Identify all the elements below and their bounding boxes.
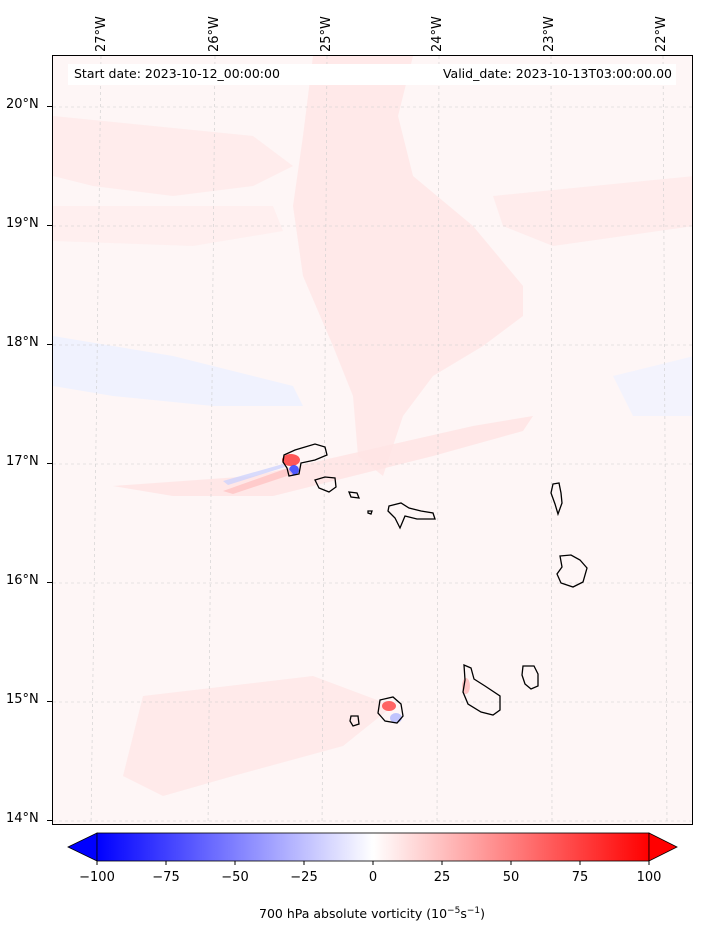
colorbar	[67, 832, 678, 865]
colorbar-tick-label: 50	[502, 870, 520, 885]
lon-label-23w: 23°W	[542, 16, 557, 52]
colorbar-ticks	[96, 861, 650, 865]
islands	[282, 443, 588, 727]
lon-label-27w: 27°W	[94, 16, 109, 52]
colorbar-tick-label: 100	[636, 870, 662, 885]
colorbar-tick-label: 75	[571, 870, 589, 885]
lon-label-25w: 25°W	[319, 16, 334, 52]
lat-label-20n: 20°N	[6, 97, 39, 112]
colorbar-extend-max	[648, 832, 678, 862]
colorbar-tick-label: 0	[368, 870, 378, 885]
colorbar-title-end: )	[480, 906, 486, 922]
colorbar-extend-min	[67, 832, 98, 862]
island-sao-nicolau	[387, 502, 436, 530]
lat-label-19n: 19°N	[6, 216, 39, 231]
island-santo-antao	[282, 443, 328, 477]
start-date-label: Start date: 2023-10-12_00:00:00	[74, 66, 280, 81]
lat-tick	[47, 225, 52, 226]
valid-date-label: Valid_date: 2023-10-13T03:00:00.00	[442, 66, 672, 81]
positive-vorticity-south	[123, 676, 393, 796]
colorbar-tick-label: −50	[221, 870, 249, 885]
vorticity-wake-streak-blue	[223, 464, 285, 485]
vorticity-wake-streak	[223, 468, 293, 494]
negative-vorticity-west	[53, 336, 303, 406]
vorticity-max-santo-antao	[282, 454, 300, 466]
island-fogo	[377, 696, 404, 724]
colorbar-title-main: 700 hPa absolute vorticity (10	[258, 906, 448, 922]
colorbar-tick-label: 25	[433, 870, 451, 885]
map-panel	[52, 55, 693, 825]
island-santiago	[462, 663, 501, 716]
colorbar-tick-label: −25	[290, 870, 318, 885]
island-sao-vicente	[314, 476, 337, 493]
negative-vorticity-east	[613, 356, 692, 416]
colorbar-title-exp2: −1	[466, 906, 481, 916]
lat-tick	[47, 582, 52, 583]
lat-tick	[47, 701, 52, 702]
colorbar-title: 700 hPa absolute vorticity (10−5s−1)	[259, 906, 485, 921]
positive-vorticity-band-west	[53, 116, 293, 196]
lat-tick	[47, 463, 52, 464]
colorbar-tick-label: −100	[79, 870, 115, 885]
vorticity-max-fogo	[382, 701, 396, 711]
lat-label-18n: 18°N	[6, 335, 39, 350]
gridlines	[53, 56, 692, 824]
positive-vorticity-band-east	[493, 176, 692, 246]
vorticity-map	[53, 56, 692, 824]
island-boa-vista	[556, 554, 588, 588]
lon-label-26w: 26°W	[207, 16, 222, 52]
colorbar-tick-label: −75	[152, 870, 180, 885]
lat-tick	[47, 344, 52, 345]
date-info-box	[68, 64, 676, 85]
island-santa-luzia	[347, 491, 361, 499]
island-maio	[521, 665, 539, 690]
colorbar-title-mid: s	[460, 906, 467, 922]
vorticity-max-santiago	[462, 678, 470, 694]
colorbar-title-exp1: −5	[447, 906, 461, 916]
island-sal	[550, 482, 563, 517]
island-brava	[349, 715, 360, 727]
island-branco	[367, 510, 373, 515]
lat-tick	[47, 820, 52, 821]
positive-vorticity-band	[293, 56, 523, 476]
lat-label-14n: 14°N	[6, 811, 39, 826]
lon-label-24w: 24°W	[430, 16, 445, 52]
lat-tick	[47, 106, 52, 107]
lat-label-16n: 16°N	[6, 573, 39, 588]
colorbar-body	[96, 832, 650, 862]
lat-label-15n: 15°N	[6, 692, 39, 707]
lat-label-17n: 17°N	[6, 454, 39, 469]
lon-label-22w: 22°W	[654, 16, 669, 52]
positive-vorticity-streaks	[113, 416, 533, 496]
